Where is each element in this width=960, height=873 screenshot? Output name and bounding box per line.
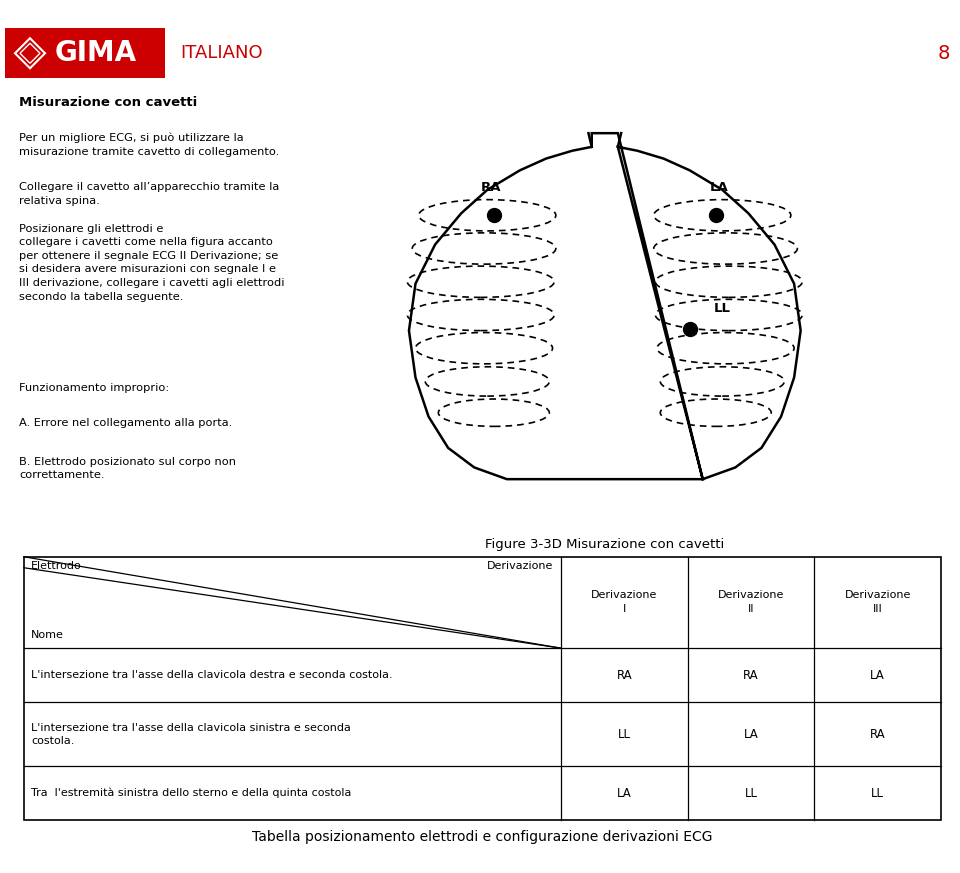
Bar	[5, 28, 165, 79]
Text: L'intersezione tra l'asse della clavicola sinistra e seconda
costola.: L'intersezione tra l'asse della clavicol…	[32, 723, 351, 746]
Text: Collegare il cavetto all’apparecchio tramite la
relativa spina.: Collegare il cavetto all’apparecchio tra…	[19, 182, 279, 206]
Text: Misurazione con cavetti: Misurazione con cavetti	[19, 96, 198, 109]
Text: RA: RA	[743, 669, 758, 682]
Text: L'intersezione tra l'asse della clavicola destra e seconda costola.: L'intersezione tra l'asse della clavicol…	[32, 670, 393, 680]
Bar	[24, 557, 941, 821]
Text: LL: LL	[618, 728, 631, 740]
Text: RA: RA	[616, 669, 633, 682]
Text: LL: LL	[745, 787, 757, 800]
Text: LA: LA	[709, 181, 729, 194]
Text: Posizionare gli elettrodi e
collegare i cavetti come nella figura accanto
per ot: Posizionare gli elettrodi e collegare i …	[19, 223, 285, 301]
Text: LA: LA	[617, 787, 632, 800]
Text: RA: RA	[870, 728, 885, 740]
Text: A. Errore nel collegamento alla porta.: A. Errore nel collegamento alla porta.	[19, 418, 232, 428]
Text: Nome: Nome	[32, 630, 64, 641]
Text: B. Elettrodo posizionato sul corpo non
correttamente.: B. Elettrodo posizionato sul corpo non c…	[19, 457, 236, 480]
Text: Tabella posizionamento elettrodi e configurazione derivazioni ECG: Tabella posizionamento elettrodi e confi…	[252, 830, 712, 844]
Text: LA: LA	[744, 728, 758, 740]
Text: LL: LL	[871, 787, 884, 800]
Text: Figure 3-3D Misurazione con cavetti: Figure 3-3D Misurazione con cavetti	[485, 538, 725, 551]
Text: Derivazione
III: Derivazione III	[845, 590, 911, 615]
Text: Elettrodo: Elettrodo	[32, 561, 82, 572]
Text: Derivazione
II: Derivazione II	[718, 590, 784, 615]
Text: Funzionamento improprio:: Funzionamento improprio:	[19, 383, 170, 394]
Text: LL: LL	[714, 302, 731, 315]
Text: ITALIANO: ITALIANO	[180, 45, 263, 62]
Text: Tra  l'estremità sinistra dello sterno e della quinta costola: Tra l'estremità sinistra dello sterno e …	[32, 787, 351, 798]
Text: Derivazione
I: Derivazione I	[591, 590, 658, 615]
Text: Per un migliore ECG, si può utilizzare la
misurazione tramite cavetto di collega: Per un migliore ECG, si può utilizzare l…	[19, 133, 279, 157]
Text: LA: LA	[871, 669, 885, 682]
Text: GIMA: GIMA	[55, 39, 137, 67]
Polygon shape	[20, 44, 40, 63]
Text: RA: RA	[480, 181, 501, 194]
Text: Derivazione: Derivazione	[488, 561, 554, 572]
Text: 8: 8	[938, 44, 950, 63]
